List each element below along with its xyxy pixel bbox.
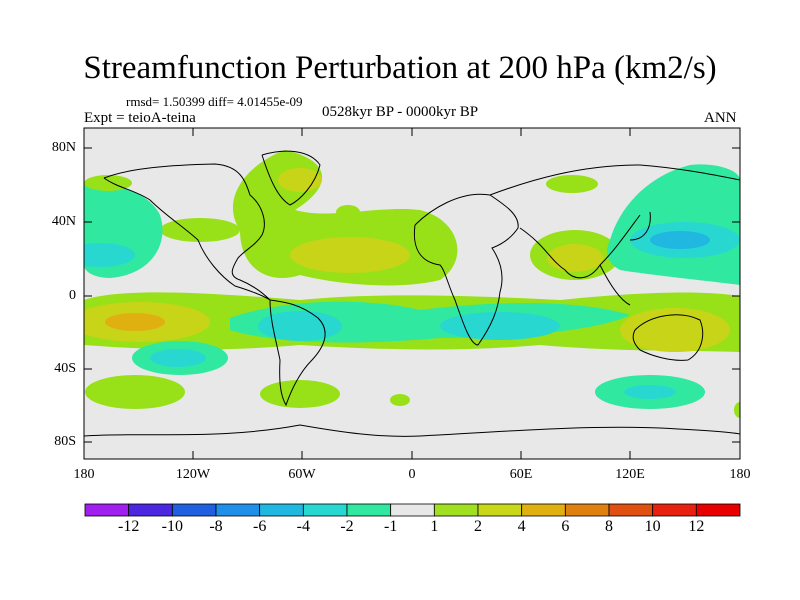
y-tick-label: 0 [69, 288, 76, 303]
field-yellow-india [547, 244, 603, 272]
field-green-eurasia [546, 175, 598, 193]
period-label: 0528kyr BP - 0000kyr BP [322, 104, 479, 120]
coastlines [84, 150, 740, 437]
x-tick-label: 180 [73, 467, 95, 482]
stats-line: rmsd= 1.50399 diff= 4.01455e-09 [126, 94, 303, 109]
field-yellow-greenland [278, 168, 322, 192]
field-indian-ocean-cyan [624, 385, 676, 399]
colorbar-cell [477, 503, 523, 517]
colorbar-label: 2 [474, 518, 482, 535]
field-green-pacific-north [160, 218, 240, 242]
colorbar-cell [84, 503, 130, 517]
field-yellow-australia [620, 308, 730, 352]
field-cyan-africa [440, 312, 560, 340]
x-tick-label: 180 [729, 467, 751, 482]
field-east-asia-blue [650, 231, 710, 249]
colorbar-cell [695, 503, 741, 517]
field-east-edge-green [734, 402, 740, 418]
field-orange-pacific-south [105, 313, 165, 331]
field-northwest-pacific-cyan [84, 243, 135, 267]
colorbar-label: -6 [252, 518, 267, 535]
colorbar-cell [346, 503, 392, 517]
x-tick-label: 120W [175, 467, 211, 482]
colorbar-label: -12 [117, 518, 140, 535]
colorbar-cell [608, 503, 654, 517]
colorbar-label: -1 [383, 518, 398, 535]
colorbar-label: -10 [161, 518, 183, 535]
colorbar-cell [215, 503, 261, 517]
colorbar-label: 1 [430, 518, 439, 535]
colorbar-cell [433, 503, 479, 517]
colorbar-label: -8 [209, 518, 223, 535]
x-tick-label: 60E [509, 467, 533, 482]
colorbar-label: -4 [296, 518, 310, 535]
x-tick-label: 0 [408, 467, 416, 482]
colorbar-cell [302, 503, 348, 517]
y-tick-label: 40S [54, 361, 76, 376]
y-tick-label: 80N [51, 140, 76, 155]
field-yellow-atlantic [290, 237, 410, 273]
colorbar-cell [259, 503, 304, 517]
colorbar-cell [564, 503, 610, 517]
field-south-atlantic-green [390, 394, 410, 406]
colorbar-label: 8 [605, 518, 613, 535]
colorbar-cell [128, 503, 173, 517]
season-label: ANN [704, 110, 737, 126]
x-tick-label: 120E [615, 467, 645, 482]
y-tick-label: 40N [51, 214, 76, 229]
colorbar-cell [652, 503, 697, 517]
colorbar-cell [390, 503, 435, 517]
y-tick-label: 80S [54, 434, 76, 449]
x-tick-label: 60W [288, 467, 316, 482]
field-alaska-green [84, 175, 132, 191]
colorbar [84, 503, 741, 517]
field-south-america-green [260, 380, 340, 408]
map-title: Streamfunction Perturbation at 200 hPa (… [83, 50, 717, 86]
experiment-label: Expt = teioA-teina [84, 110, 196, 126]
colorbar-label: 10 [644, 518, 661, 535]
field-cyan-atlantic [258, 311, 342, 341]
colorbar-cell [521, 503, 566, 517]
field-south-pacific-green [85, 375, 185, 409]
contour-fields [84, 150, 740, 437]
colorbar-label: -2 [340, 518, 354, 535]
colorbar-cell [171, 503, 217, 517]
field-south-pacific-cyan [150, 349, 206, 367]
colorbar-label: 6 [561, 518, 570, 535]
colorbar-label: 4 [517, 518, 526, 535]
colorbar-label: 12 [688, 518, 705, 535]
field-green-atlantic-small [336, 205, 360, 219]
axis-ticks [84, 128, 740, 459]
